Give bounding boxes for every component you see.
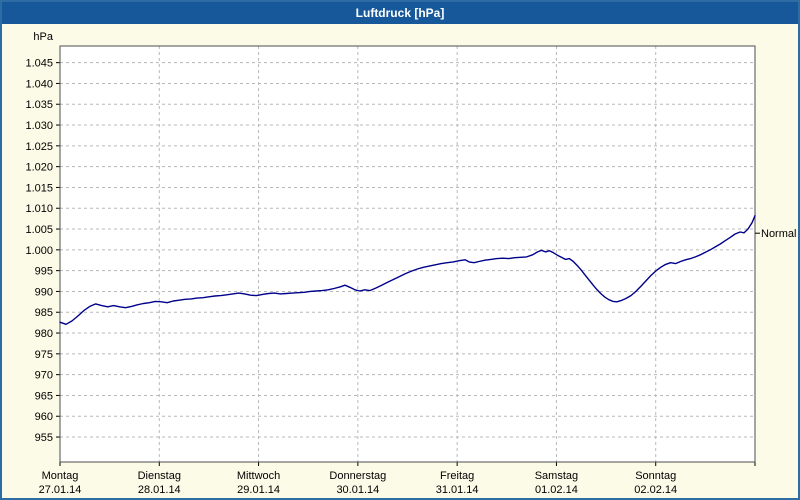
y-tick-label: 1.035 — [25, 99, 53, 111]
y-tick-label: 1.015 — [25, 182, 53, 194]
x-day-label: Samstag — [535, 470, 578, 482]
y-tick-label: 975 — [35, 349, 53, 361]
x-date-label: 29.01.14 — [237, 484, 280, 496]
x-date-label: 30.01.14 — [336, 484, 379, 496]
y-tick-label: 1.025 — [25, 141, 53, 153]
y-tick-label: 960 — [35, 411, 53, 423]
x-date-label: 02.02.14 — [634, 484, 677, 496]
x-day-label: Sonntag — [635, 470, 676, 482]
pressure-line — [59, 214, 756, 325]
y-tick-label: 1.045 — [25, 58, 53, 70]
y-axis-unit: hPa — [33, 31, 53, 43]
y-tick-label: 990 — [35, 286, 53, 298]
x-date-label: 01.02.14 — [535, 484, 578, 496]
y-tick-label: 980 — [35, 328, 53, 340]
x-day-label: Montag — [42, 470, 79, 482]
x-date-label: 31.01.14 — [436, 484, 479, 496]
x-day-label: Dienstag — [138, 470, 181, 482]
x-date-label: 27.01.14 — [39, 484, 82, 496]
y-tick-label: 1.005 — [25, 224, 53, 236]
y-tick-label: 1.040 — [25, 78, 53, 90]
pressure-line-chart: 955 960 965 970 975 980 985 990 995 1.000 1.005 1.0… — [25, 31, 796, 496]
normal-label: Normal — [761, 228, 796, 240]
x-day-label: Mittwoch — [237, 470, 280, 482]
y-tick-label: 965 — [35, 390, 53, 402]
x-day-label: Freitag — [440, 470, 474, 482]
y-tick-label: 1.000 — [25, 245, 53, 257]
y-tick-label: 1.010 — [25, 203, 53, 215]
y-tick-label: 985 — [35, 307, 53, 319]
y-tick-label: 1.020 — [25, 162, 53, 174]
x-date-label: 28.01.14 — [138, 484, 181, 496]
chart-title: Luftdruck [hPa] — [355, 6, 445, 20]
chart-area: 955 960 965 970 975 980 985 990 995 1.000 1.005 1.0… — [2, 24, 798, 498]
x-day-label: Donnerstag — [329, 470, 386, 482]
plot-background — [60, 46, 755, 462]
plot-border — [59, 45, 756, 463]
y-tick-label: 970 — [35, 370, 53, 382]
y-tick-label: 1.030 — [25, 120, 53, 132]
y-tick-label: 955 — [35, 432, 53, 444]
y-tick-label: 995 — [35, 266, 53, 278]
chart-title-bar: Luftdruck [hPa] — [2, 2, 798, 24]
